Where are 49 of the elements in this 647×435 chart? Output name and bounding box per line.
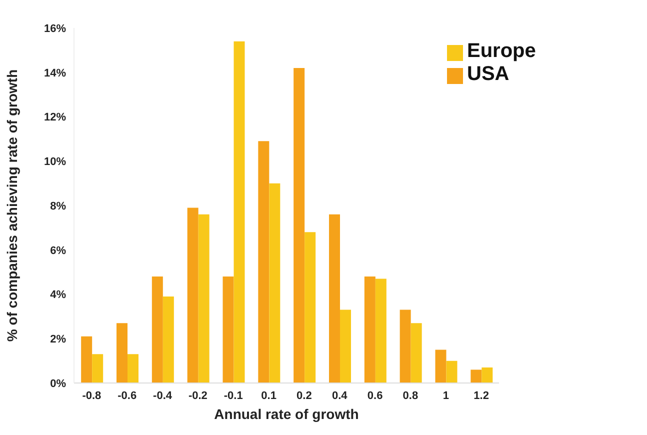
- bar: [116, 323, 128, 383]
- y-tick-label: 6%: [50, 244, 66, 257]
- y-tick-label: 14%: [44, 67, 66, 80]
- x-tick-label: -0.2: [188, 390, 208, 402]
- x-tick-label: 0.1: [261, 390, 276, 402]
- bar: [128, 354, 138, 383]
- x-tick-label: -0.6: [118, 390, 137, 402]
- legend-label: USA: [467, 63, 510, 85]
- bar: [234, 41, 245, 383]
- x-axis-title: Annual rate of growth: [214, 406, 359, 422]
- bar: [375, 278, 386, 383]
- bar: [162, 296, 174, 383]
- y-tick-label: 10%: [44, 156, 66, 168]
- y-tick-label: 4%: [50, 289, 66, 302]
- bar: [198, 214, 210, 383]
- bar: [340, 310, 351, 383]
- x-tick-label: 1: [442, 390, 449, 402]
- x-tick-label: 0.6: [367, 390, 383, 402]
- bar: [92, 354, 104, 383]
- bar: [152, 276, 163, 383]
- y-tick-label: 12%: [44, 112, 66, 124]
- bar: [364, 276, 376, 383]
- x-tick-label: 0.8: [402, 390, 418, 402]
- y-tick-label: 0%: [50, 378, 66, 390]
- y-tick-label: 2%: [50, 334, 66, 346]
- bar: [187, 208, 198, 383]
- bar: [470, 370, 482, 383]
- bar: [410, 323, 422, 383]
- x-tick-label: 1.2: [474, 390, 489, 402]
- x-tick-label: 0.4: [332, 390, 348, 402]
- bar: [329, 214, 340, 383]
- bar: [222, 276, 234, 383]
- x-tick-label: -0.8: [82, 390, 102, 402]
- bar: [482, 367, 493, 383]
- y-tick-label: 16%: [44, 22, 66, 35]
- x-tick-label: -0.1: [224, 390, 243, 402]
- legend-label: Europe: [467, 40, 536, 62]
- bar: [269, 183, 280, 383]
- y-tick-label: 8%: [50, 200, 66, 212]
- bar: [81, 336, 92, 383]
- bar: [304, 232, 316, 383]
- bar: [446, 360, 458, 383]
- x-tick-label: 0.2: [296, 390, 312, 402]
- x-tick-label: -0.4: [153, 390, 173, 402]
- bar: [435, 350, 446, 383]
- bar: [294, 68, 305, 383]
- bar: [400, 310, 411, 383]
- bar: [258, 141, 270, 383]
- y-axis-title: % of companies achieving rate of growth: [4, 69, 20, 342]
